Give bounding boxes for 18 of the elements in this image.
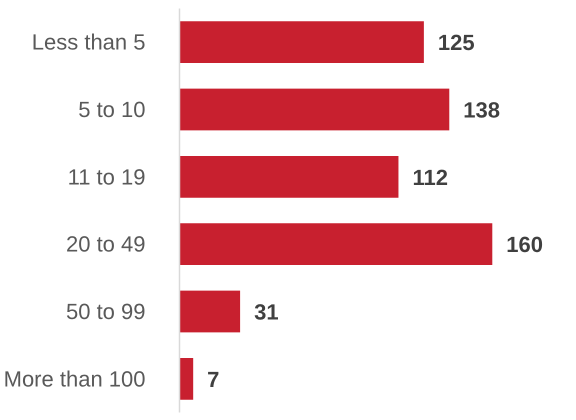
y-tick-label: Less than 5 [32, 30, 146, 55]
data-label: 138 [463, 98, 500, 122]
data-label: 125 [438, 30, 475, 56]
y-tick-label: 20 to 49 [66, 232, 146, 257]
y-tick-label: More than 100 [4, 366, 146, 392]
bar [180, 358, 194, 400]
data-label: 31 [254, 300, 279, 324]
data-label: 7 [207, 366, 220, 392]
bar [180, 223, 492, 266]
data-label: 112 [412, 164, 448, 190]
bar [180, 21, 424, 64]
y-tick-label: 50 to 99 [66, 299, 146, 324]
y-tick-label: 5 to 10 [78, 97, 146, 122]
y-tick-label: 11 to 19 [68, 164, 146, 190]
data-label: 160 [506, 232, 544, 258]
bar [180, 88, 450, 130]
bar [180, 290, 240, 332]
bar [180, 156, 398, 198]
